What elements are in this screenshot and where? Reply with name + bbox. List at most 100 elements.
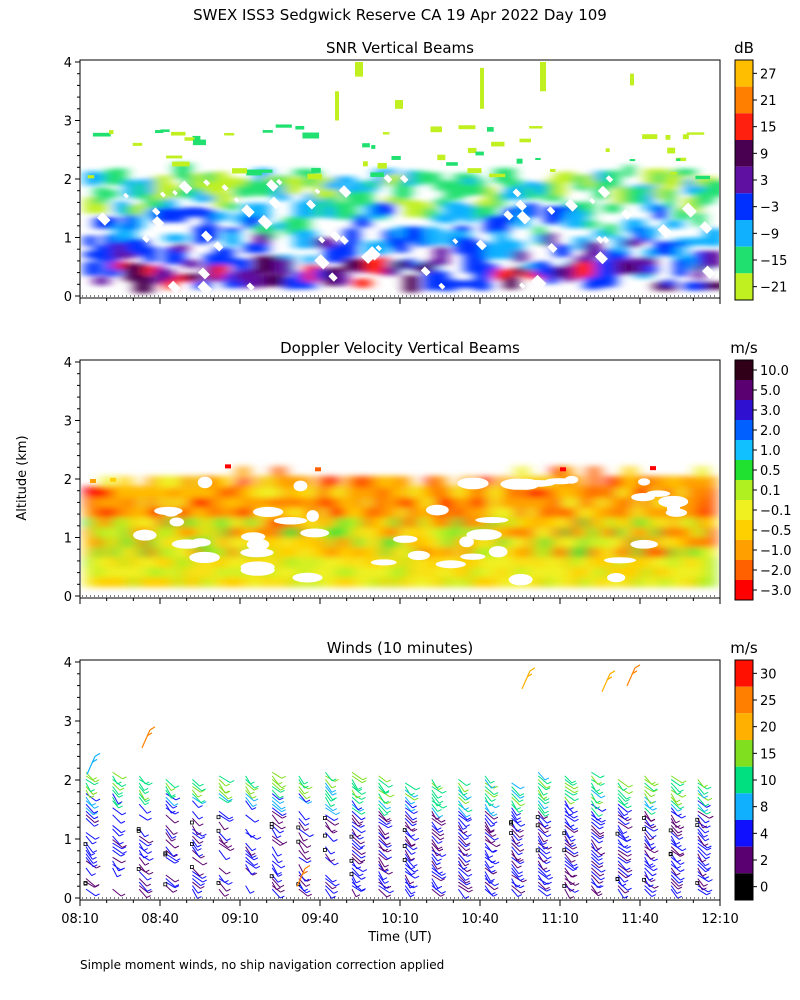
wind-barb-flag <box>437 827 442 831</box>
wind-profile <box>136 775 154 898</box>
wind-barb-flag <box>303 888 309 892</box>
wind-barb <box>670 860 678 869</box>
doppler-cell <box>93 486 105 498</box>
doppler-cell <box>498 565 510 578</box>
snr-upper-returns <box>87 62 711 180</box>
wind-barb <box>617 803 629 813</box>
wind-barb-flag <box>95 836 100 840</box>
snr-cell <box>524 187 542 199</box>
doppler-cell <box>336 535 348 548</box>
wind-barb-flag <box>600 877 605 881</box>
wind-barb <box>431 842 440 852</box>
doppler-cell <box>327 545 339 558</box>
wind-barb-flag <box>438 800 444 804</box>
wind-barb <box>271 800 282 810</box>
doppler-cell <box>363 495 375 508</box>
doppler-cell <box>93 535 105 548</box>
snr-cell <box>491 141 505 147</box>
doppler-cell <box>399 565 411 578</box>
wind-barb-flag <box>386 894 392 898</box>
doppler-cell <box>570 515 582 528</box>
doppler-cell <box>138 495 150 508</box>
wind-barb <box>617 782 624 791</box>
colorbar-label: 0 <box>760 881 768 896</box>
wind-barb-flag <box>92 856 97 860</box>
y-tick-label: 4 <box>64 656 72 671</box>
wind-barb <box>590 782 597 792</box>
wind-barb-flag <box>705 856 710 860</box>
wind-barb-flag <box>628 784 633 788</box>
wind-barb-flag <box>467 834 472 838</box>
wind-barb <box>697 885 709 893</box>
wind-barb-flag <box>93 810 99 814</box>
doppler-cell <box>624 525 636 538</box>
wind-barb-flag <box>729 871 733 873</box>
wind-barb <box>138 775 146 785</box>
snr-cell <box>414 264 430 272</box>
wind-barb <box>351 867 360 877</box>
calm-marker <box>668 828 673 833</box>
wind-barb-flag <box>384 790 390 793</box>
wind-barb <box>271 835 284 845</box>
wind-barb-flag <box>333 839 338 842</box>
wind-barb <box>617 885 626 894</box>
snr-cell <box>394 260 408 269</box>
doppler-cell <box>651 555 663 568</box>
doppler-cell <box>651 525 663 538</box>
doppler-cell <box>363 555 375 568</box>
wind-barb <box>697 800 707 808</box>
calm-marker <box>642 877 646 882</box>
doppler-cell <box>318 495 330 508</box>
wind-barb-flag <box>675 841 681 845</box>
y-tick-label: 4 <box>64 356 72 371</box>
wind-barb <box>697 803 705 812</box>
wind-barb-flag <box>250 791 255 795</box>
wind-barb <box>457 786 464 796</box>
wind-barb <box>644 782 654 792</box>
doppler-gap <box>564 475 579 484</box>
doppler-cell <box>453 525 465 538</box>
doppler-cell <box>381 545 393 558</box>
wind-barb <box>431 871 443 880</box>
wind-barb <box>591 825 601 835</box>
wind-barb <box>112 860 120 872</box>
doppler-cell <box>534 495 546 508</box>
colorbar-swatch <box>735 113 753 140</box>
wind-barb-flag <box>119 787 125 791</box>
wind-barb-flag <box>465 848 471 852</box>
wind-barb-flag <box>572 874 578 878</box>
wind-barb <box>404 874 411 885</box>
wind-barb-flag <box>626 838 632 842</box>
wind-barb-flag <box>118 868 123 872</box>
wind-barb <box>591 860 600 868</box>
snr-panel-title: SNR Vertical Beams <box>326 39 474 57</box>
doppler-cell <box>273 486 285 498</box>
snr-cell <box>467 147 477 154</box>
doppler-cell <box>336 525 348 538</box>
doppler-cell <box>210 476 222 488</box>
colorbar-label: 15 <box>760 747 777 762</box>
wind-barb-flag <box>623 895 629 899</box>
doppler-cell <box>111 515 123 528</box>
wind-barb-flag <box>519 878 525 881</box>
doppler-cell <box>552 575 564 588</box>
doppler-cell <box>696 555 708 568</box>
wind-barb-flag <box>543 846 549 850</box>
wind-barb-flag <box>121 846 127 850</box>
wind-barb <box>564 874 572 885</box>
wind-barb-flag <box>706 804 711 808</box>
wind-barb <box>192 782 203 792</box>
wind-profile <box>695 779 714 896</box>
wind-barb <box>165 846 174 857</box>
wind-barb <box>112 771 123 780</box>
snr-gap <box>233 197 240 203</box>
doppler-cell <box>192 486 204 498</box>
wind-barb-flag <box>493 893 498 897</box>
wind-barb <box>192 828 203 837</box>
snr-cell <box>184 137 195 141</box>
wind-barb-flag <box>676 825 681 828</box>
wind-barb <box>670 846 681 856</box>
wind-barb <box>511 864 520 874</box>
wind-barb-flag <box>464 863 470 867</box>
